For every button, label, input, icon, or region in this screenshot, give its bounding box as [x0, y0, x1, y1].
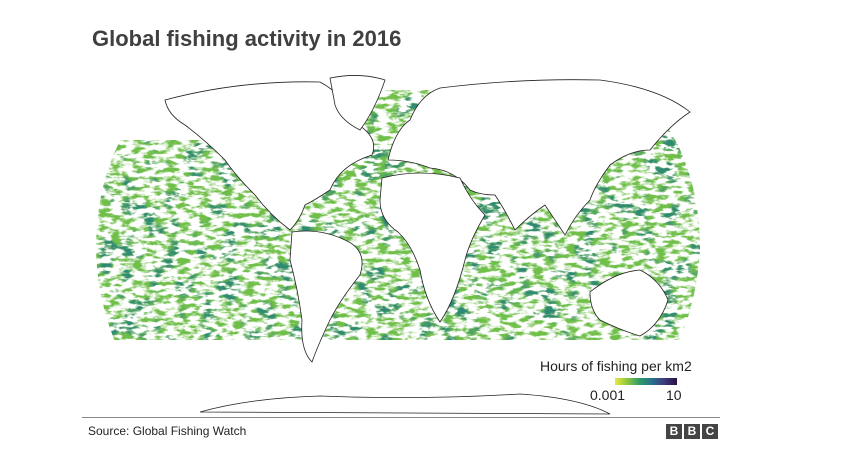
logo-letter: B — [666, 424, 682, 439]
legend-min-label: 0.001 — [590, 387, 626, 403]
source: Source: Global Fishing Watch — [88, 424, 247, 438]
south-america — [289, 230, 363, 363]
australia — [589, 269, 669, 337]
legend-title: Hours of fishing per km2 — [540, 358, 692, 374]
legend-max-label: 10 — [666, 387, 682, 403]
greenland — [329, 75, 386, 131]
legend: Hours of fishing per km2 0.001 10 — [540, 358, 700, 405]
bbc-logo: B B C — [666, 424, 718, 439]
footer-rule — [82, 417, 720, 418]
continents — [164, 75, 691, 415]
antarctica — [199, 393, 611, 415]
legend-labels: 0.001 10 — [540, 387, 700, 405]
africa — [379, 172, 486, 323]
eurasia — [387, 79, 691, 236]
north-america — [164, 81, 375, 231]
legend-color-bar — [615, 378, 677, 385]
title: Global fishing activity in 2016 — [92, 26, 402, 51]
logo-letter: B — [684, 424, 700, 439]
logo-letter: C — [702, 424, 718, 439]
